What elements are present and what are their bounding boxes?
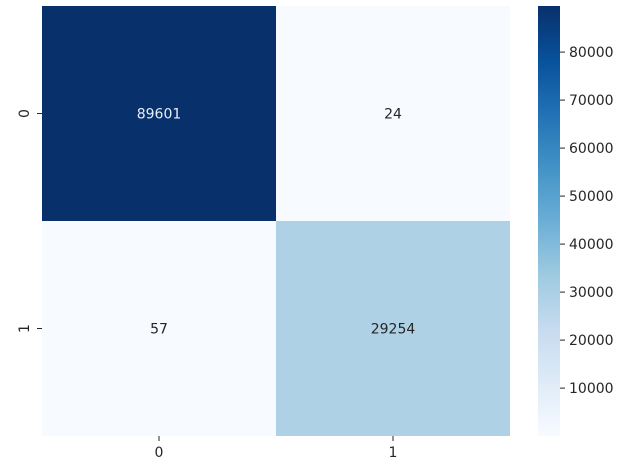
heatmap-cell-0-1	[276, 6, 510, 221]
colorbar-tick-label-3: 40000	[569, 237, 614, 253]
heatmap-cell-labels: 89601 24 57 29254	[137, 107, 416, 338]
y-tick-label-1: 1	[17, 324, 33, 333]
x-tick-label-0: 0	[155, 445, 164, 461]
heatmap-cell-1-1	[276, 221, 510, 436]
colorbar-tick-label-2: 30000	[569, 285, 614, 301]
x-tick-label-1: 1	[389, 445, 398, 461]
cell-label-1-0: 57	[150, 322, 168, 338]
y-axis: 01	[17, 109, 42, 333]
heatmap-cell-1-0	[42, 221, 276, 436]
colorbar-tick-label-6: 70000	[569, 93, 614, 109]
colorbar-tick-label-5: 60000	[569, 141, 614, 157]
colorbar-tick-label-1: 20000	[569, 333, 614, 349]
y-tick-label-0: 0	[17, 109, 33, 118]
colorbar-tick-label-7: 80000	[569, 45, 614, 61]
heatmap-cell-0-0	[42, 6, 276, 221]
colorbar: 10000 20000 30000 40000 50000 60000 70000 80000	[538, 6, 614, 436]
cell-label-0-1: 24	[384, 107, 402, 123]
cell-label-0-0: 89601	[137, 107, 182, 123]
colorbar-tick-label-4: 50000	[569, 189, 614, 205]
colorbar-gradient	[538, 6, 560, 436]
cell-label-1-1: 29254	[371, 322, 416, 338]
heatmap-cells	[42, 6, 510, 436]
colorbar-tick-label-0: 10000	[569, 381, 614, 397]
